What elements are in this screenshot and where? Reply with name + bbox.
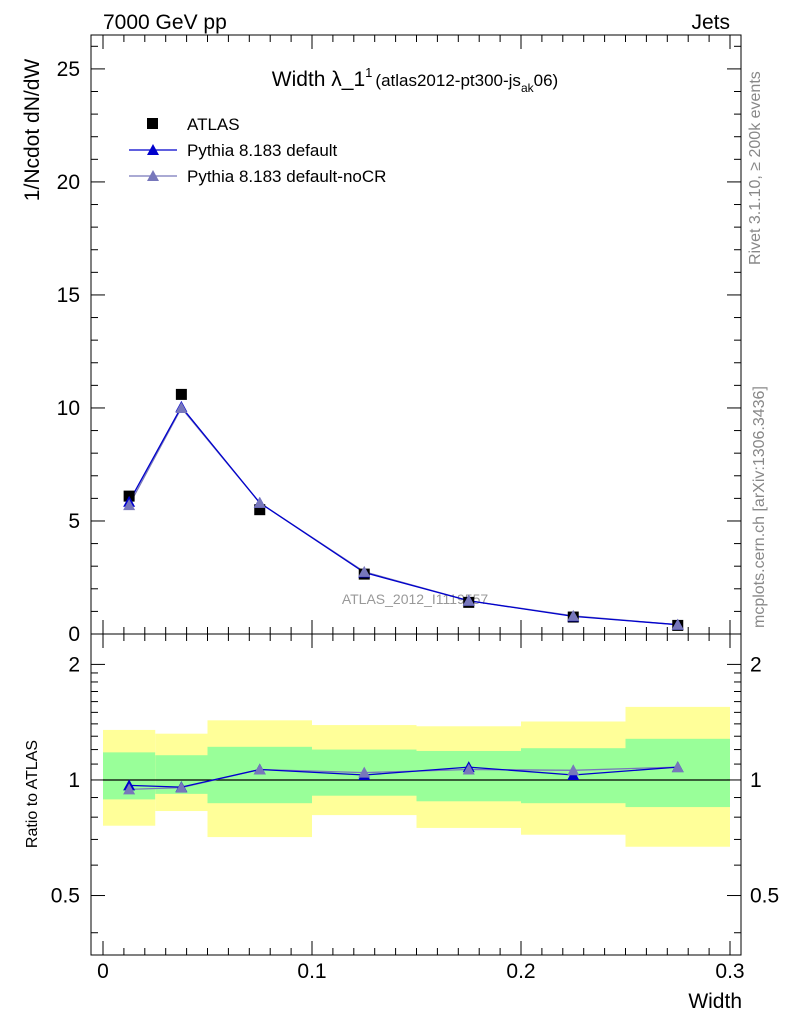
atlas-data-point xyxy=(254,504,266,516)
atlas-data-point xyxy=(175,388,187,400)
process-label: Jets xyxy=(691,11,730,34)
ratio-pythia-nocr-point xyxy=(175,781,188,793)
legend: ATLAS Pythia 8.183 default Pythia 8.183 … xyxy=(129,115,386,186)
pythia-nocr-point xyxy=(253,496,266,508)
ratio-y-axis-label: Ratio to ATLAS xyxy=(24,740,41,848)
x-tick-label: 0.2 xyxy=(506,960,535,983)
energy-label: 7000 GeV pp xyxy=(103,11,227,34)
ratio-pythia-nocr-point xyxy=(462,763,475,775)
legend-atlas-label: ATLAS xyxy=(187,115,240,134)
title-main: Width λ_1 xyxy=(272,68,365,91)
main-y-tick-label: 15 xyxy=(57,284,80,307)
ratio-series-group xyxy=(123,761,684,795)
mcplots-label: mcplots.cern.ch [arXiv:1306.3436] xyxy=(751,386,768,628)
legend-nocr-label: Pythia 8.183 default-noCR xyxy=(187,167,386,186)
watermark-group: ATLAS_2012_I1119557 xyxy=(342,591,489,607)
ratio-pythia-nocr-point xyxy=(253,763,266,775)
ratio-pythia-nocr-point xyxy=(671,761,684,773)
ratio-y-tick-label: 0.5 xyxy=(51,885,80,908)
ratio-axis-ticks: 0.5 0.5 1 1 2 2 0 0.1 0.2 0.3 xyxy=(51,634,779,983)
uncertainty-band-inner xyxy=(207,746,312,804)
ratio-bands-group xyxy=(103,706,730,847)
plot-title: Width λ_11 (atlas2012-pt300-jsak06) xyxy=(272,65,558,95)
pythia-nocr-point xyxy=(567,609,580,621)
main-series-group xyxy=(123,388,684,631)
ratio-y-tick-label-right: 1 xyxy=(750,769,762,792)
x-tick-label: 0.1 xyxy=(297,960,326,983)
pythia-nocr-point xyxy=(123,499,136,511)
pythia-nocr-point xyxy=(671,618,684,630)
legend-default-marker xyxy=(147,144,159,155)
main-axis-ticks: 0 5 10 15 20 25 xyxy=(57,35,741,646)
ratio-y-tick-label-right: 0.5 xyxy=(750,885,779,908)
ratio-pythia-nocr-point xyxy=(567,764,580,776)
rivet-label: Rivet 3.1.10, ≥ 200k events xyxy=(747,71,764,265)
ratio-y-tick-label-right: 2 xyxy=(750,653,762,676)
uncertainty-band-inner xyxy=(625,738,730,808)
title-subscript: ak xyxy=(521,81,535,95)
title-paren-close: 06) xyxy=(534,71,559,90)
main-y-tick-label: 0 xyxy=(68,623,80,646)
legend-nocr-marker xyxy=(147,170,159,181)
main-y-tick-label: 5 xyxy=(68,510,80,533)
title-parenthetical: (atlas2012-pt300-js xyxy=(375,71,521,90)
ratio-y-tick-label: 1 xyxy=(68,769,80,792)
main-y-axis-label: 1/Ncdot dN/dW xyxy=(21,59,44,202)
watermark-label: ATLAS_2012_I1119557 xyxy=(342,591,489,607)
ratio-pythia-nocr-point xyxy=(123,783,136,795)
main-y-tick-label: 20 xyxy=(57,171,80,194)
uncertainty-band-inner xyxy=(416,750,521,802)
pythia-nocr-point xyxy=(358,565,371,577)
main-y-tick-label: 10 xyxy=(57,397,80,420)
main-y-tick-label: 25 xyxy=(57,58,80,81)
x-axis-label: Width xyxy=(688,990,742,1013)
pythia-nocr-point xyxy=(462,594,475,606)
x-tick-label: 0 xyxy=(97,960,109,983)
legend-atlas-marker xyxy=(147,118,158,129)
x-tick-label: 0.3 xyxy=(715,960,744,983)
pythia-nocr-point xyxy=(175,401,188,413)
ratio-pythia-nocr-point xyxy=(358,766,371,778)
legend-default-label: Pythia 8.183 default xyxy=(187,141,338,160)
title-superscript: 1 xyxy=(365,65,372,80)
ratio-y-tick-label: 2 xyxy=(68,653,80,676)
